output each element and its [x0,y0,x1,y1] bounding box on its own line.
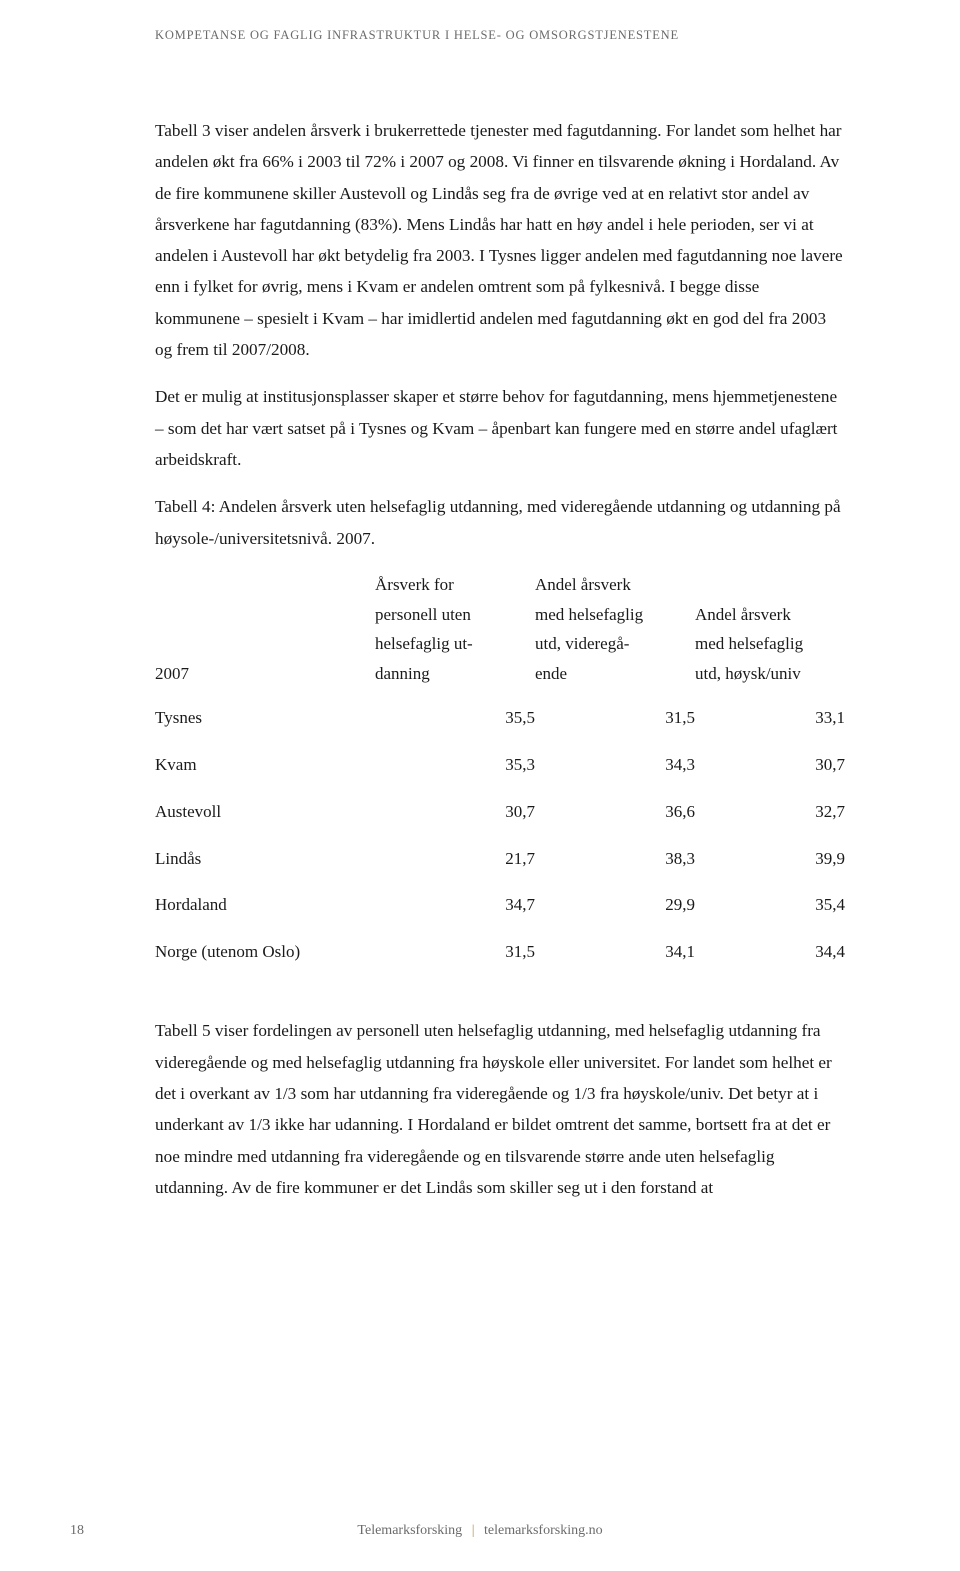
table-row: Hordaland 34,7 29,9 35,4 [155,882,845,929]
page-footer: 18 Telemarksforsking | telemarksforsking… [0,1523,960,1539]
table-row: Tysnes 35,5 31,5 33,1 [155,695,845,742]
page-number: 18 [70,1523,84,1539]
running-header: KOMPETANSE OG FAGLIG INFRASTRUKTUR I HEL… [155,28,845,43]
paragraph-2: Det er mulig at institusjonsplasser skap… [155,381,845,475]
table-row: Austevoll 30,7 36,6 32,7 [155,788,845,835]
row-label: Kvam [155,750,375,780]
row-cell: 35,3 [375,750,535,780]
table-4-header-col2: Andel årsverkmed helsefagligutd, videreg… [535,570,643,689]
row-cell: 35,5 [375,703,535,733]
row-cell: 30,7 [375,797,535,827]
row-cell: 34,4 [695,937,845,967]
table-4: 2007 Årsverk forpersonell utenhelsefagli… [155,570,845,976]
row-cell: 34,3 [535,750,695,780]
row-label: Hordaland [155,890,375,920]
row-cell: 34,1 [535,937,695,967]
row-cell: 34,7 [375,890,535,920]
table-row: Norge (utenom Oslo) 31,5 34,1 34,4 [155,929,845,976]
table-4-header-col1: Årsverk forpersonell utenhelsefaglig ut-… [375,570,473,689]
footer-separator-icon: | [466,1523,481,1538]
row-cell: 29,9 [535,890,695,920]
row-cell: 30,7 [695,750,845,780]
table-4-header-col3: Andel årsverkmed helsefagligutd, høysk/u… [695,600,803,689]
table-4-caption: Tabell 4: Andelen årsverk uten helsefagl… [155,491,845,554]
row-label: Lindås [155,844,375,874]
table-row: Kvam 35,3 34,3 30,7 [155,742,845,789]
row-cell: 38,3 [535,844,695,874]
row-cell: 33,1 [695,703,845,733]
footer-left: Telemarksforsking [357,1523,462,1538]
row-cell: 39,9 [695,844,845,874]
table-4-header-col0: 2007 [155,659,375,689]
row-cell: 36,6 [535,797,695,827]
row-label: Austevoll [155,797,375,827]
row-cell: 31,5 [375,937,535,967]
footer-right: telemarksforsking.no [484,1523,603,1538]
row-label: Norge (utenom Oslo) [155,937,375,967]
row-cell: 32,7 [695,797,845,827]
row-cell: 35,4 [695,890,845,920]
paragraph-4: Tabell 5 viser fordelingen av personell … [155,1015,845,1203]
row-cell: 31,5 [535,703,695,733]
table-4-header-row: 2007 Årsverk forpersonell utenhelsefagli… [155,570,845,695]
row-label: Tysnes [155,703,375,733]
row-cell: 21,7 [375,844,535,874]
paragraph-1: Tabell 3 viser andelen årsverk i brukerr… [155,115,845,365]
table-row: Lindås 21,7 38,3 39,9 [155,835,845,882]
